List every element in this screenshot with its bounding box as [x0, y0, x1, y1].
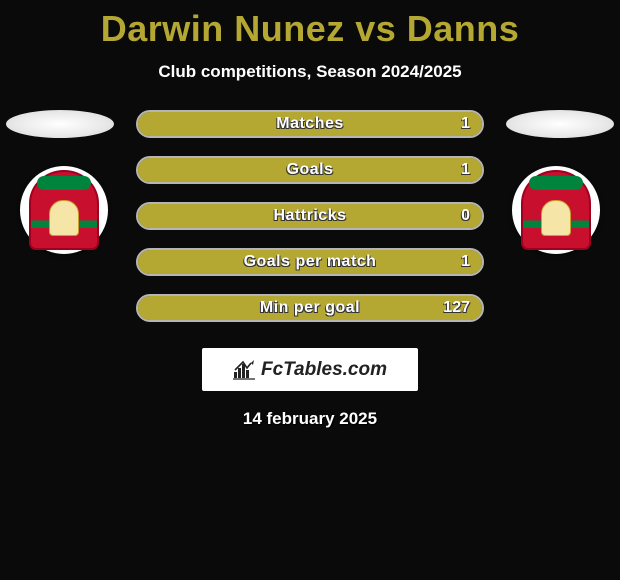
- stat-label: Goals: [287, 161, 334, 179]
- branding-text: FcTables.com: [261, 359, 387, 381]
- stat-label: Goals per match: [244, 253, 377, 271]
- stat-row: Hattricks 0: [136, 202, 484, 230]
- stat-value-right: 1: [461, 161, 470, 179]
- page-title: Darwin Nunez vs Danns: [0, 0, 620, 50]
- date-label: 14 february 2025: [0, 409, 620, 429]
- stat-row: Min per goal 127: [136, 294, 484, 322]
- liverpool-crest-icon: [29, 170, 99, 250]
- stat-value-right: 1: [461, 115, 470, 133]
- bar-chart-icon: [233, 360, 255, 380]
- club-logo-left: [20, 166, 108, 254]
- club-logo-right: [512, 166, 600, 254]
- branding-badge: FcTables.com: [202, 348, 418, 391]
- comparison-area: Matches 1 Goals 1 Hattricks 0 Goals per match 1…: [0, 110, 620, 322]
- player-left-ellipse: [6, 110, 114, 138]
- liverpool-crest-icon: [521, 170, 591, 250]
- stat-label: Matches: [276, 115, 344, 133]
- stat-label: Min per goal: [260, 299, 360, 317]
- stat-row: Goals 1: [136, 156, 484, 184]
- stat-row: Goals per match 1: [136, 248, 484, 276]
- stat-value-right: 1: [461, 253, 470, 271]
- subtitle: Club competitions, Season 2024/2025: [0, 62, 620, 82]
- stat-label: Hattricks: [274, 207, 347, 225]
- stat-value-right: 127: [443, 299, 470, 317]
- stats-list: Matches 1 Goals 1 Hattricks 0 Goals per match 1…: [136, 110, 484, 322]
- stat-row: Matches 1: [136, 110, 484, 138]
- player-right-ellipse: [506, 110, 614, 138]
- stat-value-right: 0: [461, 207, 470, 225]
